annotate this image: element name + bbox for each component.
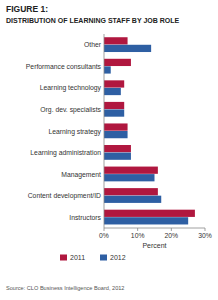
x-tick <box>205 228 206 231</box>
bar <box>104 217 188 224</box>
legend-label: 2011 <box>70 254 85 261</box>
y-axis-line <box>104 34 105 228</box>
bar <box>104 45 151 52</box>
bar <box>104 109 124 116</box>
bar <box>104 188 158 195</box>
chart: FIGURE 1: DISTRIBUTION OF LEARNING STAFF … <box>0 0 218 300</box>
bar <box>104 167 158 174</box>
bar <box>104 102 124 109</box>
bar <box>104 88 121 95</box>
x-axis-line <box>104 228 205 229</box>
x-tick <box>104 228 105 231</box>
category-label: Org. dev. specialists <box>40 106 101 114</box>
source-note: Source: CLO Business Intelligence Board,… <box>6 285 124 291</box>
category-label: Learning strategy <box>48 128 101 136</box>
bars <box>104 37 195 224</box>
bar <box>104 145 131 152</box>
bar <box>104 37 128 44</box>
bar <box>104 131 128 138</box>
bar <box>104 80 124 87</box>
category-label: Content development/ID <box>28 192 101 200</box>
bar <box>104 210 195 217</box>
bar <box>104 123 128 130</box>
subtitle: DISTRIBUTION OF LEARNING STAFF BY JOB RO… <box>6 17 180 24</box>
x-tick <box>171 228 172 231</box>
x-tick-label: 30% <box>198 232 212 239</box>
legend-swatch <box>60 255 67 261</box>
legend-swatch <box>100 255 107 261</box>
background <box>0 0 218 300</box>
x-tick-label: 20% <box>165 232 179 239</box>
bar <box>104 153 131 160</box>
category-label: Performance consultants <box>26 63 102 70</box>
category-label: Other <box>84 41 102 48</box>
x-tick-label: 0% <box>99 232 109 239</box>
legend-label: 2012 <box>110 254 126 261</box>
category-label: Management <box>61 171 101 179</box>
bar <box>104 196 161 203</box>
title: FIGURE 1: <box>6 4 48 14</box>
bar <box>104 59 131 66</box>
category-label: Learning technology <box>40 84 102 92</box>
x-tick <box>137 228 138 231</box>
category-label: Learning administration <box>30 149 101 157</box>
category-label: Instructors <box>69 214 101 221</box>
x-tick-label: 10% <box>131 232 145 239</box>
bar <box>104 174 155 181</box>
x-axis-label: Percent <box>142 242 166 249</box>
bar <box>104 66 111 73</box>
